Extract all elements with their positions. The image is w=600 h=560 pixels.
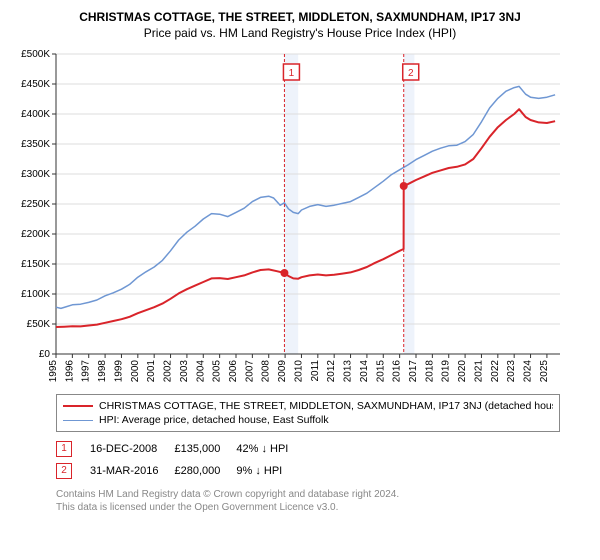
svg-text:2014: 2014	[359, 360, 370, 383]
svg-text:2024: 2024	[523, 360, 534, 383]
svg-text:2016: 2016	[392, 360, 403, 383]
footer-line: This data is licensed under the Open Gov…	[56, 501, 560, 514]
svg-text:£50K: £50K	[27, 319, 51, 330]
svg-text:£400K: £400K	[21, 109, 50, 120]
svg-text:2023: 2023	[506, 360, 517, 383]
legend-label: HPI: Average price, detached house, East…	[99, 414, 329, 426]
svg-text:1997: 1997	[81, 360, 92, 383]
legend-swatch	[63, 420, 93, 421]
table-row: 1 16-DEC-2008 £135,000 42% ↓ HPI	[56, 438, 304, 460]
annotation-date: 16-DEC-2008	[90, 438, 174, 460]
svg-text:£0: £0	[39, 349, 51, 360]
svg-text:2019: 2019	[441, 360, 452, 383]
svg-text:2017: 2017	[408, 360, 419, 383]
svg-text:1999: 1999	[113, 360, 124, 383]
svg-text:2025: 2025	[539, 360, 550, 383]
legend: CHRISTMAS COTTAGE, THE STREET, MIDDLETON…	[56, 394, 560, 432]
annotation-price: £135,000	[174, 438, 236, 460]
svg-text:2005: 2005	[212, 360, 223, 383]
svg-text:2012: 2012	[326, 360, 337, 383]
annotation-table: 1 16-DEC-2008 £135,000 42% ↓ HPI 2 31-MA…	[56, 438, 304, 482]
svg-text:£100K: £100K	[21, 289, 50, 300]
svg-text:2010: 2010	[293, 360, 304, 383]
line-chart: £0 £50K £100K £150K £200K £250K £300K £350K £400…	[10, 48, 590, 388]
footer: Contains HM Land Registry data © Crown c…	[56, 488, 560, 514]
svg-text:2015: 2015	[375, 360, 386, 383]
annotation-marker: 1	[56, 441, 72, 457]
annotation-price: £280,000	[174, 460, 236, 482]
svg-text:2: 2	[408, 68, 414, 79]
svg-text:2013: 2013	[343, 360, 354, 383]
svg-text:£450K: £450K	[21, 79, 50, 90]
chart-subtitle: Price paid vs. HM Land Registry's House …	[10, 26, 590, 40]
svg-text:2009: 2009	[277, 360, 288, 383]
table-row: 2 31-MAR-2016 £280,000 9% ↓ HPI	[56, 460, 304, 482]
svg-text:2007: 2007	[244, 360, 255, 383]
legend-item: CHRISTMAS COTTAGE, THE STREET, MIDDLETON…	[63, 399, 553, 413]
svg-text:£300K: £300K	[21, 169, 50, 180]
svg-text:2003: 2003	[179, 360, 190, 383]
svg-text:£200K: £200K	[21, 229, 50, 240]
svg-text:2021: 2021	[473, 360, 484, 383]
svg-text:£350K: £350K	[21, 139, 50, 150]
annotation-delta: 9% ↓ HPI	[236, 460, 304, 482]
svg-text:2020: 2020	[457, 360, 468, 383]
svg-text:1998: 1998	[97, 360, 108, 383]
svg-text:2004: 2004	[195, 360, 206, 383]
footer-line: Contains HM Land Registry data © Crown c…	[56, 488, 560, 501]
svg-text:£150K: £150K	[21, 259, 50, 270]
legend-swatch	[63, 405, 93, 407]
svg-text:2022: 2022	[490, 360, 501, 383]
annotation-marker: 2	[56, 463, 72, 479]
legend-item: HPI: Average price, detached house, East…	[63, 413, 553, 427]
annotation-delta: 42% ↓ HPI	[236, 438, 304, 460]
annotation-date: 31-MAR-2016	[90, 460, 174, 482]
svg-text:£250K: £250K	[21, 199, 50, 210]
svg-text:£500K: £500K	[21, 49, 50, 60]
svg-text:2018: 2018	[424, 360, 435, 383]
svg-text:1: 1	[289, 68, 295, 79]
svg-text:2002: 2002	[163, 360, 174, 383]
legend-label: CHRISTMAS COTTAGE, THE STREET, MIDDLETON…	[99, 400, 553, 412]
svg-text:2008: 2008	[261, 360, 272, 383]
chart-title: CHRISTMAS COTTAGE, THE STREET, MIDDLETON…	[10, 10, 590, 24]
svg-text:2011: 2011	[310, 360, 321, 382]
svg-text:2001: 2001	[146, 360, 157, 383]
svg-text:1996: 1996	[64, 360, 75, 383]
svg-text:1995: 1995	[48, 360, 59, 383]
svg-text:2006: 2006	[228, 360, 239, 383]
svg-text:2000: 2000	[130, 360, 141, 383]
chart-container: £0 £50K £100K £150K £200K £250K £300K £350K £400…	[10, 48, 590, 388]
